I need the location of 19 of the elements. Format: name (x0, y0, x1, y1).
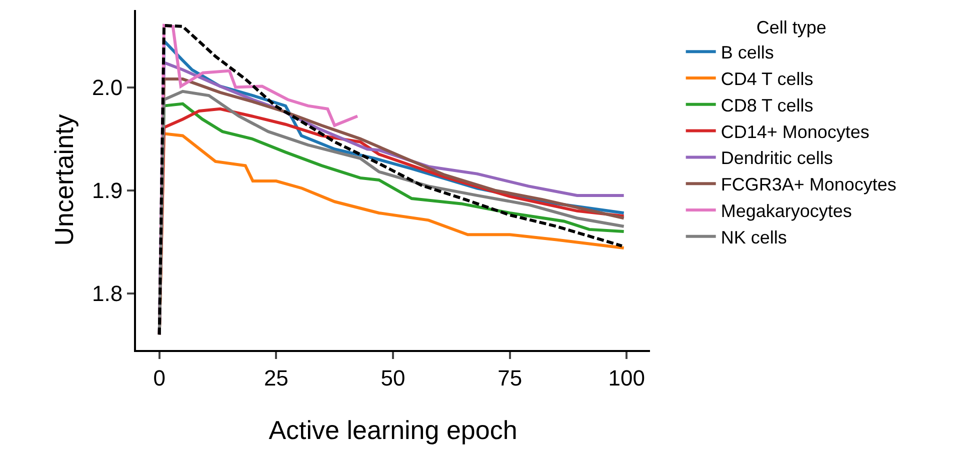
legend-label: FCGR3A+ Monocytes (720, 174, 896, 195)
legend-label: CD4 T cells (720, 69, 814, 90)
y-axis-title: Uncertainty (49, 114, 79, 246)
legend-label: CD14+ Monocytes (720, 122, 870, 142)
x-tick-label: 0 (153, 365, 166, 390)
legend-title: Cell type (756, 17, 826, 38)
legend-label: B cells (720, 42, 774, 63)
x-tick-label: 75 (498, 365, 522, 390)
y-tick-label: 2.0 (92, 74, 123, 100)
x-tick-label: 25 (264, 365, 288, 390)
x-tick-label: 50 (380, 365, 406, 390)
legend-label: CD8 T cells (720, 95, 814, 116)
y-tick-label: 1.8 (92, 281, 123, 306)
x-tick-label: 100 (608, 365, 645, 390)
legend-label: NK cells (720, 227, 787, 248)
y-tick-label: 1.9 (92, 178, 123, 203)
legend-label: Dendritic cells (720, 148, 833, 168)
x-axis-title: Active learning epoch (268, 415, 518, 445)
legend-label: Megakaryocytes (720, 201, 852, 222)
